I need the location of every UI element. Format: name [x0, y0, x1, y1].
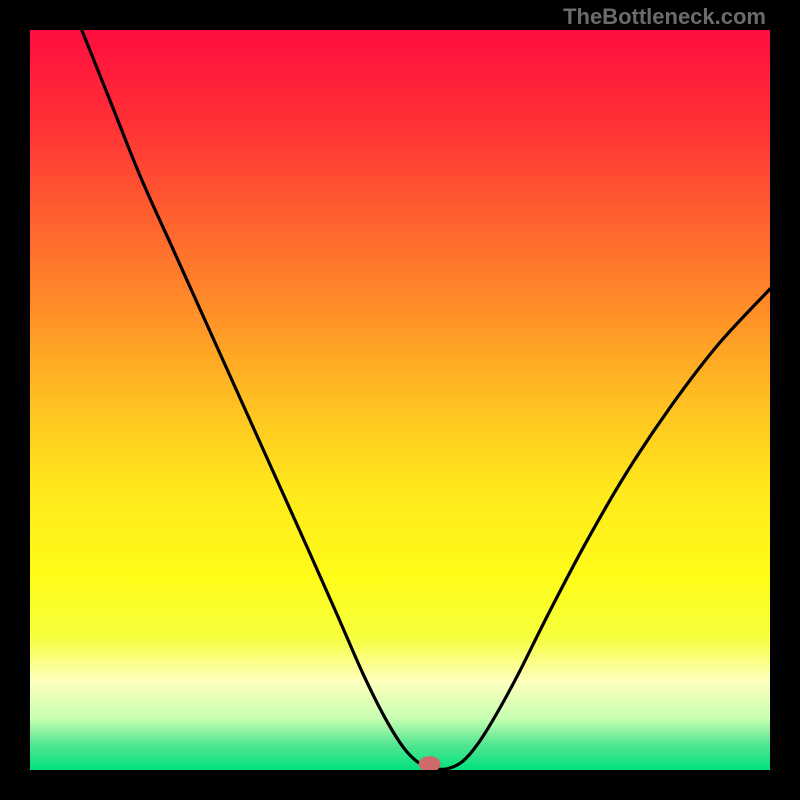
- chart-frame: TheBottleneck.com: [0, 0, 800, 800]
- minimum-marker: [419, 756, 441, 770]
- curve-layer: [30, 30, 770, 770]
- bottleneck-curve: [82, 30, 770, 769]
- attribution-text: TheBottleneck.com: [563, 4, 766, 30]
- plot-area: [30, 30, 770, 770]
